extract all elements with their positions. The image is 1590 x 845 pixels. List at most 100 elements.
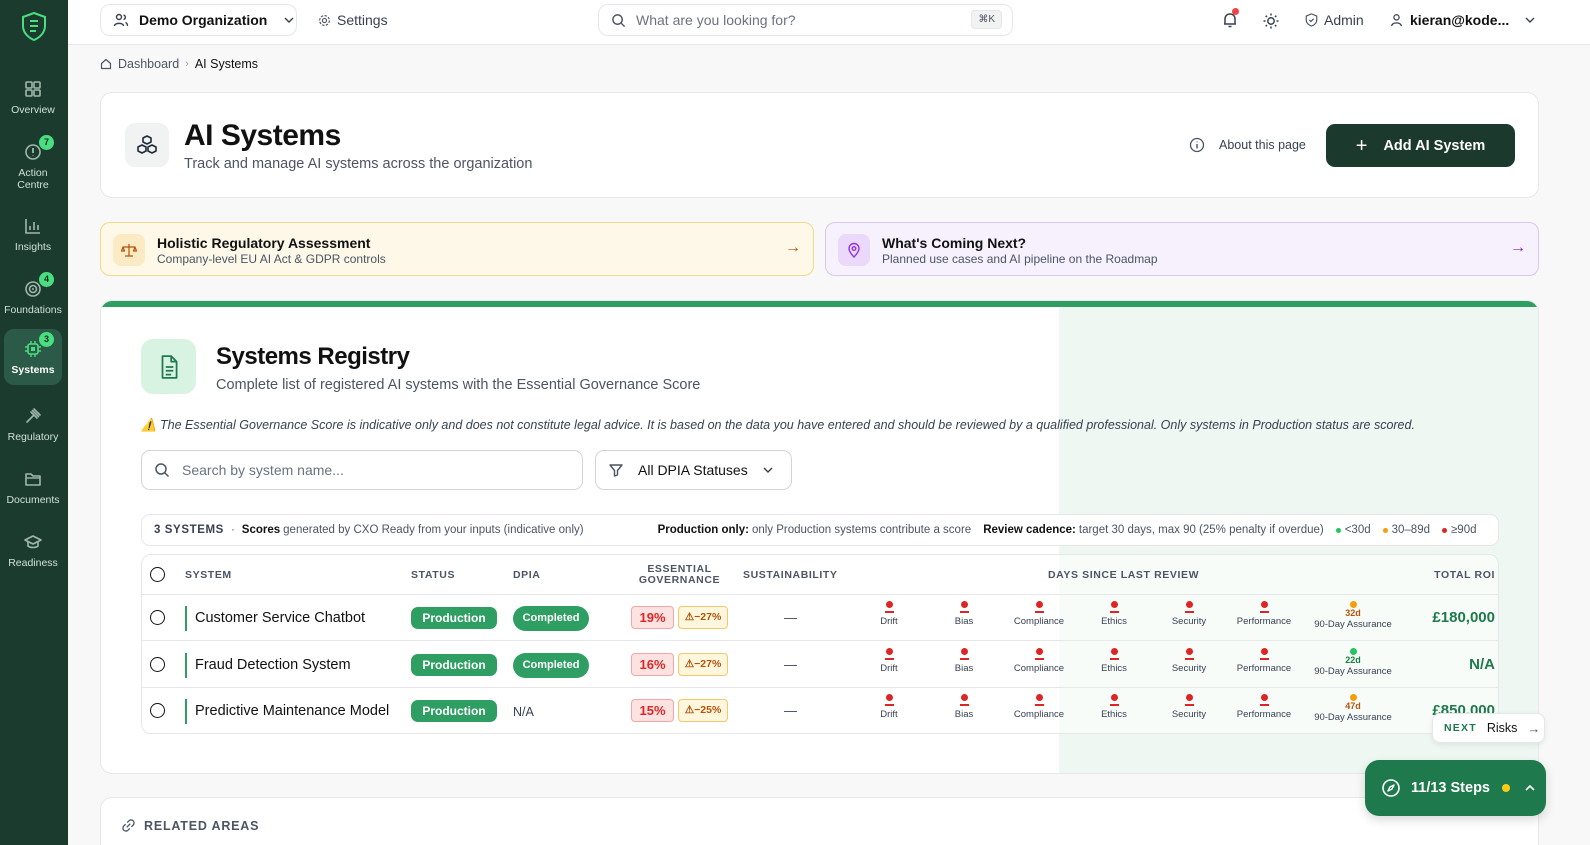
table-row[interactable]: Fraud Detection System Production Complete… [142,642,1498,688]
notifications-button[interactable] [1221,8,1241,31]
system-search-input[interactable]: Search by system name... [141,450,583,490]
status-badge: Production [411,653,497,676]
review-indicator: Bias [926,647,1002,674]
steps-label: 11/13 Steps [1411,780,1490,796]
col-dpia: DPIA [513,569,541,581]
review-label: Ethics [1101,709,1127,720]
production-text: only Production systems contribute a sco… [751,524,972,536]
review-indicator: Drift [851,647,927,674]
dpia-value: N/A [513,705,534,719]
user-menu[interactable]: kieran@kode... [1390,12,1536,28]
row-accent [185,606,187,631]
review-dot [1110,694,1118,701]
global-search[interactable]: What are you looking for? ⌘K [598,4,1013,36]
boxes-icon [137,135,157,154]
arrow-right-icon: → [1510,239,1526,256]
review-dot [960,601,968,608]
promo-subtitle: Company-level EU AI Act & GDPR controls [157,252,386,266]
review-label: Bias [954,662,974,674]
sidebar-item-action-centre[interactable]: 7 Action Centre [4,132,62,192]
sidebar-item-label: Insights [14,241,52,253]
admin-link[interactable]: Admin [1305,12,1364,28]
separator: · [230,524,235,536]
status-dot [1502,784,1510,792]
about-page-button[interactable]: About this page [1189,137,1306,153]
sidebar-item-systems[interactable]: 3 Systems [4,329,62,385]
compass-icon [1382,779,1400,797]
gear-icon [319,14,330,26]
notification-dot [1232,8,1239,15]
review-dash [1259,657,1269,660]
system-name[interactable]: Customer Service Chatbot [195,610,366,626]
scale-icon [113,234,145,266]
review-dash [1184,611,1194,613]
cadence-text: target 30 days, max 90 (25% penalty if o… [1078,524,1324,536]
review-days: 47d [1345,701,1361,711]
review-indicator: Ethics [1076,694,1152,720]
dpia-status-filter[interactable]: All DPIA Statuses [595,450,792,490]
sidebar-item-label: Regulatory [7,431,59,443]
review-dot [1260,694,1268,701]
sidebar-item-insights[interactable]: Insights [4,206,62,262]
system-name[interactable]: Fraud Detection System [195,656,351,673]
legend-red: ≥90d [1442,524,1477,536]
review-label: Compliance [1013,709,1065,720]
alert-circle-icon [25,144,41,160]
organization-switcher[interactable]: Demo Organization [100,4,297,36]
sidebar-item-label: Readiness [8,557,58,569]
next-step-link[interactable]: NEXT Risks → [1432,713,1545,743]
notification-badge: 4 [39,272,54,287]
review-dash [1184,657,1194,660]
governance-score: 16% [631,652,674,676]
gavel-icon [26,408,41,423]
review-label: Bias [954,709,974,720]
sidebar-item-readiness[interactable]: Readiness [4,522,62,578]
keyboard-shortcut: ⌘K [971,10,1002,29]
promo-whats-coming-next[interactable]: What's Coming Next? Planned use cases an… [825,222,1539,276]
app-logo-icon[interactable] [18,10,50,42]
sun-icon[interactable] [1262,12,1280,30]
legend-amber: 30–89d [1382,524,1430,536]
review-indicator: Drift [851,601,927,627]
promo-holistic-regulatory[interactable]: Holistic Regulatory Assessment Company-l… [100,222,814,276]
breadcrumb-dashboard[interactable]: Dashboard [118,57,180,71]
table-row[interactable]: Predictive Maintenance Model Production N/… [142,688,1498,734]
review-dot [1110,647,1118,655]
related-areas: RELATED AREAS [100,797,1539,845]
promo-title: Holistic Regulatory Assessment [157,235,371,251]
sidebar-item-foundations[interactable]: 4 Foundations [4,269,62,325]
graduation-cap-icon [24,535,42,549]
scores-label: Scores [241,524,281,536]
page-icon [125,123,169,167]
settings-link[interactable]: Settings [318,12,388,28]
system-name[interactable]: Predictive Maintenance Model [195,703,390,719]
global-search-placeholder: What are you looking for? [636,12,796,28]
review-label: Compliance [1013,616,1065,627]
registry-summary-bar: 3 SYSTEMS · Scores generated by CXO Read… [141,514,1499,546]
row-select-radio[interactable] [150,656,165,672]
review-label: 90-Day Assurance [1314,619,1392,630]
sidebar-item-overview[interactable]: Overview [4,69,62,125]
onboarding-steps-button[interactable]: 11/13 Steps [1365,760,1546,816]
table-header: SYSTEM STATUS DPIA ESSENTIAL GOVERNANCE … [142,555,1498,595]
review-label: Compliance [1013,662,1065,674]
review-indicator: 47d 90-Day Assurance [1310,694,1396,723]
review-indicator: Compliance [1001,601,1077,627]
registry-subtitle: Complete list of registered AI systems w… [216,377,701,393]
legend-green: <30d [1335,524,1371,536]
select-all-radio[interactable] [150,567,165,582]
review-indicator: Performance [1226,601,1302,627]
row-select-radio[interactable] [150,703,165,718]
legend-dot [1382,527,1388,533]
legend-dot [1442,527,1447,533]
table-row[interactable]: Customer Service Chatbot Production Comple… [142,595,1498,641]
add-ai-system-button[interactable]: + Add AI System [1326,124,1515,167]
review-dot [1035,601,1043,608]
sidebar-item-documents[interactable]: Documents [4,459,62,515]
col-governance-line1: ESSENTIAL [647,563,712,575]
row-select-radio[interactable] [150,610,165,625]
info-icon [1189,137,1205,153]
link-icon [122,819,135,832]
sidebar-item-regulatory[interactable]: Regulatory [4,396,62,452]
review-dash [1034,611,1044,613]
